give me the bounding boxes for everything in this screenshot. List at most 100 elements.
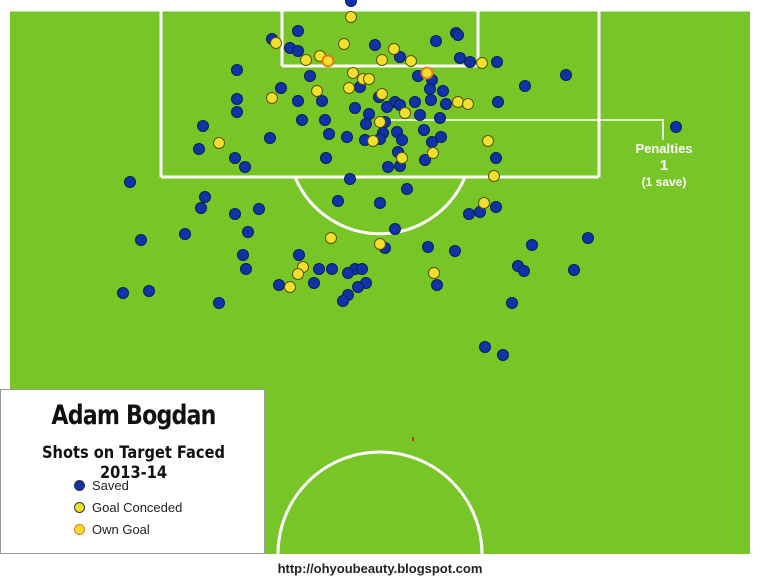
shot-point-goal-conceded xyxy=(462,98,474,110)
shot-point-saved xyxy=(492,96,504,108)
shot-point-saved xyxy=(313,263,325,275)
shot-point-goal-conceded xyxy=(345,11,357,23)
shot-point-saved xyxy=(356,263,368,275)
shot-point-saved xyxy=(426,136,438,148)
shot-point-saved xyxy=(418,124,430,136)
shot-point-saved xyxy=(670,121,682,133)
penalty-summary: Penalties 1 (1 save) xyxy=(614,141,714,189)
shot-point-goal-conceded xyxy=(388,43,400,55)
legend-label-saved: Saved xyxy=(92,477,129,493)
shot-point-saved xyxy=(326,263,338,275)
shot-point-saved xyxy=(193,143,205,155)
saved-marker-icon xyxy=(74,479,85,491)
shot-point-saved xyxy=(344,173,356,185)
shot-point-saved xyxy=(345,0,357,7)
shot-point-saved xyxy=(179,228,191,240)
shot-point-saved xyxy=(316,95,328,107)
shot-point-saved xyxy=(349,102,361,114)
shot-point-saved xyxy=(337,295,349,307)
pitch-markings xyxy=(10,0,750,555)
shot-point-goal-conceded xyxy=(343,82,355,94)
shot-point-goal-conceded xyxy=(266,92,278,104)
shot-point-saved xyxy=(424,83,436,95)
shot-point-saved xyxy=(360,118,372,130)
shot-point-saved xyxy=(491,56,503,68)
shot-point-saved xyxy=(253,203,265,215)
shot-point-goal-conceded xyxy=(284,281,296,293)
shot-point-saved xyxy=(143,285,155,297)
shot-point-saved xyxy=(195,202,207,214)
shot-point-saved xyxy=(239,161,251,173)
shot-point-saved xyxy=(197,120,209,132)
shot-point-saved xyxy=(296,114,308,126)
shot-point-own-goal xyxy=(420,66,434,80)
shot-point-saved xyxy=(273,279,285,291)
shot-point-saved xyxy=(463,208,475,220)
shot-point-goal-conceded xyxy=(213,137,225,149)
shot-point-saved xyxy=(394,51,406,63)
penalties-count: 1 xyxy=(659,157,669,174)
shot-point-goal-conceded xyxy=(399,107,411,119)
shot-point-goal-conceded xyxy=(478,197,490,209)
chart-subtitle: Shots on Target Faced 2013-14 xyxy=(42,443,225,483)
shot-point-saved xyxy=(425,94,437,106)
shot-point-saved xyxy=(237,249,249,261)
penalty-callout-line xyxy=(380,119,664,140)
shot-point-saved xyxy=(526,239,538,251)
shot-point-saved xyxy=(430,35,442,47)
shot-point-saved xyxy=(323,128,335,140)
penalties-label: Penalties xyxy=(635,141,693,156)
shot-point-saved xyxy=(352,281,364,293)
penalties-note: (1 save) xyxy=(641,175,687,189)
penalty-arc xyxy=(293,176,467,236)
shot-point-saved xyxy=(464,56,476,68)
shot-point-saved xyxy=(292,45,304,57)
shot-point-saved xyxy=(275,82,287,94)
shot-point-saved xyxy=(240,263,252,275)
shot-point-goal-conceded xyxy=(405,55,417,67)
shot-point-saved xyxy=(242,226,254,238)
shot-point-saved xyxy=(374,197,386,209)
shot-point-saved xyxy=(519,80,531,92)
shot-point-goal-conceded xyxy=(428,267,440,279)
shot-point-saved xyxy=(422,241,434,253)
shot-point-saved xyxy=(490,201,502,213)
shot-point-goal-conceded xyxy=(300,54,312,66)
shot-point-saved xyxy=(381,101,393,113)
shot-point-goal-conceded xyxy=(311,85,323,97)
shot-point-saved xyxy=(363,108,375,120)
shot-point-goal-conceded xyxy=(482,135,494,147)
shot-point-goal-conceded xyxy=(452,96,464,108)
shot-markers xyxy=(117,0,682,361)
shot-point-saved xyxy=(490,152,502,164)
legend-panel: Adam Bogdan Shots on Target Faced 2013-1… xyxy=(0,389,265,554)
shot-point-saved xyxy=(396,134,408,146)
shot-point-saved xyxy=(292,95,304,107)
shot-point-saved xyxy=(452,29,464,41)
shot-point-saved xyxy=(231,93,243,105)
shot-point-goal-conceded xyxy=(363,73,375,85)
legend-item-own-goal: Own Goal xyxy=(74,521,150,537)
shot-point-saved xyxy=(229,152,241,164)
shot-point-saved xyxy=(560,69,572,81)
shot-point-saved xyxy=(199,191,211,203)
shot-point-goal-conceded xyxy=(270,37,282,49)
shot-point-saved xyxy=(319,114,331,126)
shot-point-saved xyxy=(506,297,518,309)
shot-point-saved xyxy=(135,234,147,246)
shot-point-goal-conceded xyxy=(476,57,488,69)
shot-point-saved xyxy=(231,64,243,76)
shot-point-saved xyxy=(124,176,136,188)
shot-point-goal-conceded xyxy=(374,116,386,128)
centre-circle xyxy=(276,450,484,555)
shot-point-saved xyxy=(308,277,320,289)
shot-point-saved xyxy=(382,161,394,173)
chart-title: Adam Bogdan xyxy=(51,400,216,431)
legend-label-own-goal: Own Goal xyxy=(92,521,150,537)
shot-point-saved xyxy=(449,245,461,257)
shot-point-goal-conceded xyxy=(347,67,359,79)
shot-point-saved xyxy=(264,132,276,144)
shot-point-saved xyxy=(582,232,594,244)
source-credit: http://ohyoubeauty.blogspot.com xyxy=(277,561,483,576)
shot-point-goal-conceded xyxy=(427,147,439,159)
